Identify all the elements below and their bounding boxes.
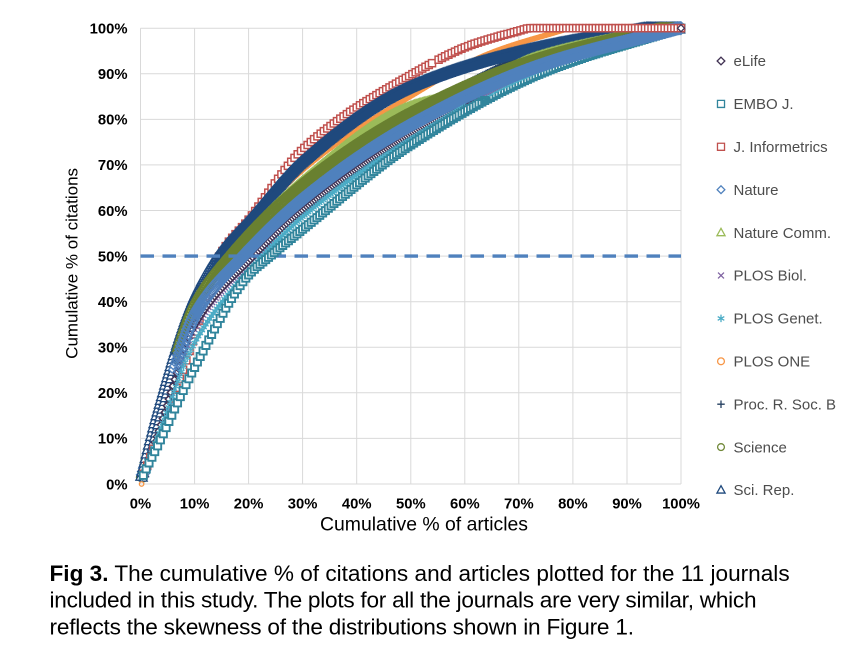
svg-text:40%: 40% — [98, 295, 128, 311]
svg-text:Cumulative % of citations: Cumulative % of citations — [63, 168, 82, 359]
svg-text:20%: 20% — [234, 497, 264, 513]
svg-text:60%: 60% — [98, 204, 128, 220]
svg-text:reflects the skewness of the d: reflects the skewness of the distributio… — [50, 614, 634, 639]
svg-text:30%: 30% — [98, 341, 128, 357]
svg-text:100%: 100% — [90, 22, 128, 38]
svg-text:Proc. R. Soc. B: Proc. R. Soc. B — [734, 396, 837, 413]
svg-text:70%: 70% — [98, 158, 128, 174]
svg-text:Cumulative % of articles: Cumulative % of articles — [320, 514, 528, 536]
svg-text:60%: 60% — [450, 497, 480, 513]
svg-text:90%: 90% — [98, 67, 128, 83]
svg-text:80%: 80% — [558, 497, 588, 513]
svg-text:50%: 50% — [98, 249, 128, 265]
svg-text:90%: 90% — [612, 497, 642, 513]
svg-text:50%: 50% — [396, 497, 426, 513]
svg-text:Sci. Rep.: Sci. Rep. — [734, 482, 795, 499]
svg-text:30%: 30% — [288, 497, 318, 513]
svg-text:40%: 40% — [342, 497, 372, 513]
svg-text:Science: Science — [734, 439, 787, 456]
svg-text:J. Informetrics: J. Informetrics — [734, 139, 828, 156]
svg-text:80%: 80% — [98, 113, 128, 129]
svg-text:20%: 20% — [98, 386, 128, 402]
svg-text:included in this study. The pl: included in this study. The plots for al… — [50, 588, 757, 613]
svg-text:PLOS ONE: PLOS ONE — [734, 354, 811, 371]
svg-text:PLOS Biol.: PLOS Biol. — [734, 268, 807, 285]
svg-text:Nature: Nature — [734, 182, 779, 199]
svg-text:0%: 0% — [106, 477, 127, 493]
svg-text:70%: 70% — [504, 497, 534, 513]
svg-text:100%: 100% — [662, 497, 700, 513]
svg-text:PLOS Genet.: PLOS Genet. — [734, 311, 823, 328]
svg-text:0%: 0% — [130, 497, 151, 513]
svg-text:EMBO J.: EMBO J. — [734, 96, 794, 113]
svg-text:eLife: eLife — [734, 53, 767, 70]
svg-text:Nature Comm.: Nature Comm. — [734, 225, 832, 242]
svg-text:10%: 10% — [180, 497, 210, 513]
svg-text:Fig 3. The cumulative % of cit: Fig 3. The cumulative % of citations and… — [50, 561, 790, 586]
svg-text:10%: 10% — [98, 432, 128, 448]
